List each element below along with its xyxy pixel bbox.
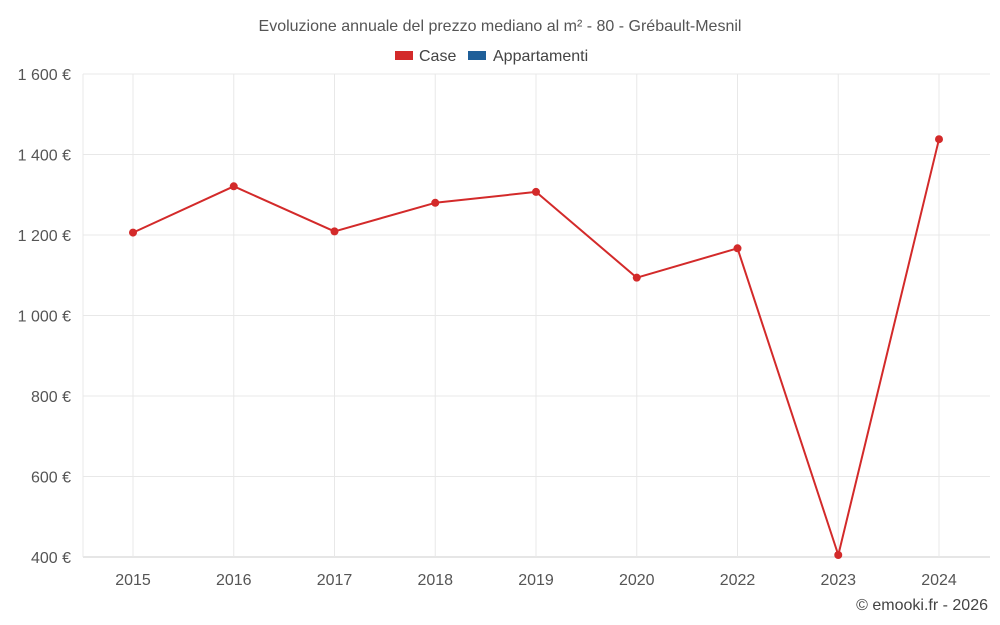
y-tick-label: 800 € [31, 389, 71, 406]
grid [82, 73, 990, 558]
y-axis: 400 € 600 € 800 € 1 000 € 1 200 € 1 400 € 1 60… [18, 67, 71, 567]
data-point[interactable] [229, 182, 238, 191]
y-tick-label: 1 600 € [18, 67, 71, 84]
x-tick-label: 2018 [417, 572, 453, 589]
chart-title: Evoluzione annuale del prezzo mediano al… [259, 18, 742, 35]
credit-text: © emooki.fr - 2026 [856, 597, 988, 614]
legend-item-1[interactable]: Appartamenti [493, 48, 588, 65]
data-point[interactable] [935, 135, 943, 144]
legend-item-0[interactable]: Case [419, 48, 456, 65]
data-point[interactable] [431, 198, 440, 207]
series [129, 135, 943, 559]
legend-swatch-0 [395, 51, 413, 60]
legend-swatch-1 [468, 51, 486, 60]
x-tick-label: 2022 [720, 572, 756, 589]
y-tick-label: 1 200 € [18, 228, 71, 245]
legend[interactable]: Case Appartamenti [395, 48, 588, 65]
data-point[interactable] [330, 227, 339, 236]
y-tick-label: 1 000 € [18, 309, 71, 326]
x-tick-label: 2015 [115, 572, 151, 589]
data-point[interactable] [532, 187, 540, 196]
x-tick-label: 2024 [921, 572, 957, 589]
y-tick-label: 400 € [31, 550, 71, 567]
x-tick-label: 2016 [216, 572, 252, 589]
x-tick-label: 2017 [317, 572, 353, 589]
y-tick-label: 1 400 € [18, 148, 71, 165]
data-point[interactable] [129, 228, 137, 237]
x-tick-label: 2023 [820, 572, 856, 589]
y-tick-label: 600 € [31, 470, 71, 487]
x-tick-label: 2019 [518, 572, 554, 589]
x-axis: 2015 2016 2017 2018 2019 2020 2022 2023 2024 [115, 572, 957, 589]
data-point[interactable] [834, 550, 843, 559]
data-point[interactable] [632, 273, 641, 282]
data-point[interactable] [733, 244, 742, 253]
x-tick-label: 2020 [619, 572, 655, 589]
